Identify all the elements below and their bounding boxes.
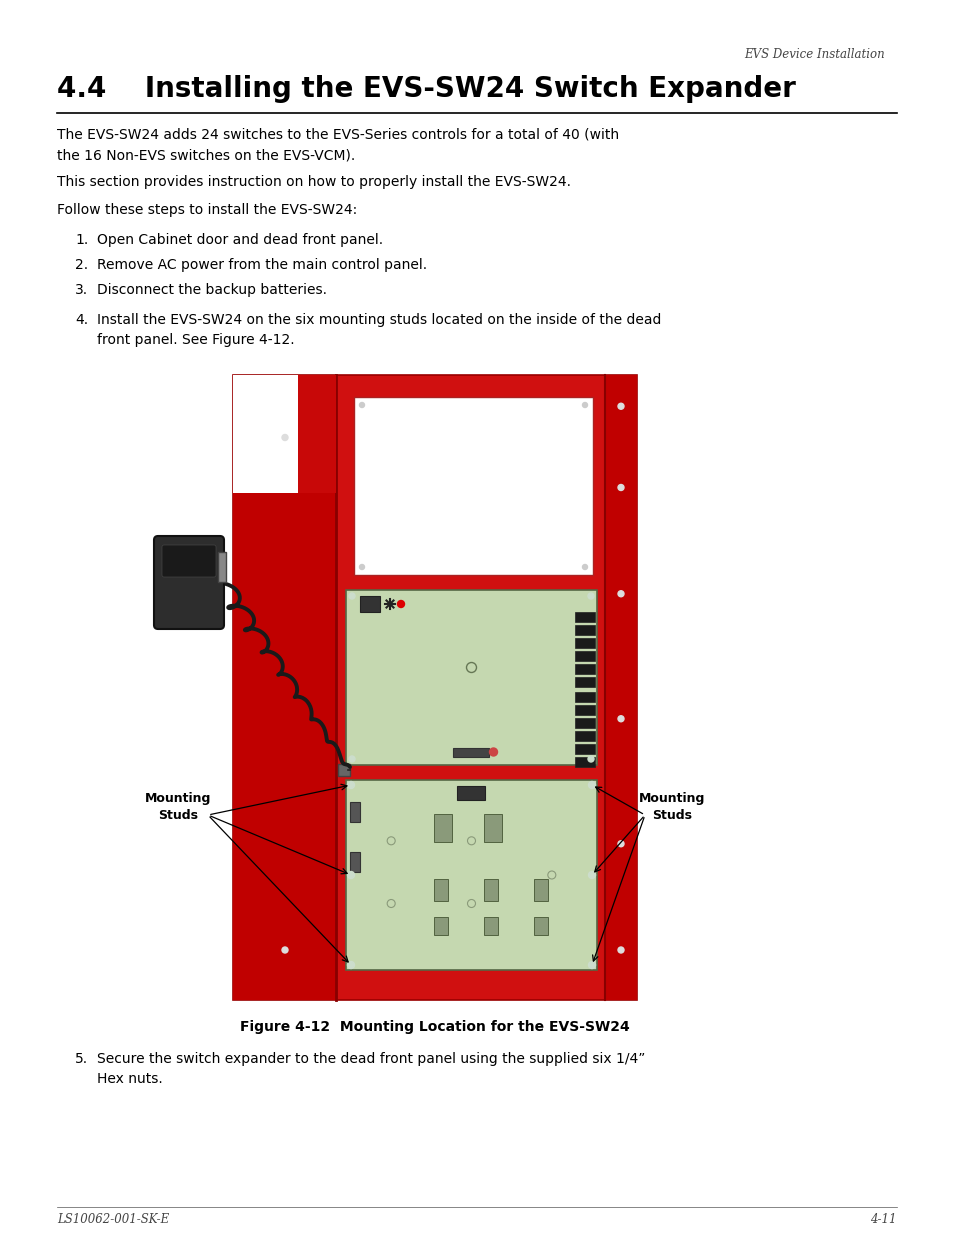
Circle shape [618, 404, 623, 409]
Bar [233, 375, 335, 1000]
Bar [297, 375, 335, 493]
Text: LS10062-001-SK-E: LS10062-001-SK-E [57, 1213, 169, 1226]
Circle shape [582, 564, 587, 569]
Bar [346, 590, 597, 764]
Text: Mounting
Studs: Mounting Studs [145, 792, 211, 823]
Circle shape [347, 782, 355, 788]
Bar [483, 916, 497, 935]
Bar [575, 664, 595, 674]
Circle shape [349, 756, 355, 762]
Circle shape [347, 872, 355, 878]
Circle shape [588, 962, 595, 968]
Bar [575, 677, 595, 687]
Bar [575, 705, 595, 715]
Bar [483, 879, 497, 900]
Bar [434, 916, 447, 935]
Circle shape [618, 716, 623, 721]
Circle shape [587, 756, 594, 762]
Bar [534, 916, 548, 935]
Text: Secure the switch expander to the dead front panel using the supplied six 1/4”
H: Secure the switch expander to the dead f… [97, 1052, 644, 1086]
Circle shape [618, 947, 623, 953]
Text: 1.: 1. [75, 233, 89, 247]
Circle shape [489, 748, 497, 756]
Text: EVS Device Installation: EVS Device Installation [743, 48, 884, 61]
Bar [434, 879, 447, 900]
Text: The EVS-SW24 adds 24 switches to the EVS-Series controls for a total of 40 (with: The EVS-SW24 adds 24 switches to the EVS… [57, 128, 618, 162]
Bar [575, 757, 595, 767]
Bar [218, 552, 226, 582]
Bar [575, 613, 595, 622]
Text: Install the EVS-SW24 on the six mounting studs located on the inside of the dead: Install the EVS-SW24 on the six mounting… [97, 312, 660, 347]
Text: 3.: 3. [75, 283, 88, 296]
Bar [604, 375, 637, 1000]
Bar [483, 814, 501, 842]
FancyBboxPatch shape [153, 536, 224, 629]
Bar [534, 879, 548, 900]
Circle shape [588, 872, 595, 878]
Text: 4.4    Installing the EVS-SW24 Switch Expander: 4.4 Installing the EVS-SW24 Switch Expan… [57, 75, 795, 103]
Text: Figure 4-12  Mounting Location for the EVS-SW24: Figure 4-12 Mounting Location for the EV… [240, 1020, 629, 1034]
Text: 4.: 4. [75, 312, 88, 327]
Circle shape [397, 600, 404, 608]
Circle shape [582, 403, 587, 408]
Text: 2.: 2. [75, 258, 88, 272]
Circle shape [618, 484, 623, 490]
Bar [350, 802, 359, 823]
Circle shape [587, 593, 594, 599]
Circle shape [347, 962, 355, 968]
Bar [354, 396, 593, 576]
Bar [337, 764, 350, 776]
Bar [233, 375, 297, 493]
Circle shape [349, 593, 355, 599]
Circle shape [618, 590, 623, 597]
Circle shape [588, 782, 595, 788]
Bar [434, 814, 452, 842]
Bar [575, 718, 595, 727]
Bar [453, 748, 489, 757]
Circle shape [359, 403, 364, 408]
Bar [575, 625, 595, 635]
Circle shape [359, 564, 364, 569]
Text: Remove AC power from the main control panel.: Remove AC power from the main control pa… [97, 258, 427, 272]
Bar [575, 731, 595, 741]
Circle shape [282, 947, 288, 953]
Bar [233, 375, 637, 1000]
Text: Open Cabinet door and dead front panel.: Open Cabinet door and dead front panel. [97, 233, 383, 247]
Circle shape [282, 435, 288, 441]
Bar [575, 638, 595, 648]
Text: Disconnect the backup batteries.: Disconnect the backup batteries. [97, 283, 327, 296]
FancyBboxPatch shape [162, 545, 215, 577]
Text: 5.: 5. [75, 1052, 88, 1066]
Bar [457, 785, 485, 800]
Bar [346, 781, 597, 969]
Bar [575, 651, 595, 661]
Bar [359, 597, 379, 613]
Text: 4-11: 4-11 [869, 1213, 896, 1226]
Text: Follow these steps to install the EVS-SW24:: Follow these steps to install the EVS-SW… [57, 203, 356, 217]
Bar [350, 852, 359, 872]
Text: This section provides instruction on how to properly install the EVS-SW24.: This section provides instruction on how… [57, 175, 571, 189]
Text: Mounting
Studs: Mounting Studs [639, 792, 704, 823]
Bar [575, 692, 595, 701]
Bar [575, 743, 595, 755]
Circle shape [618, 841, 623, 847]
